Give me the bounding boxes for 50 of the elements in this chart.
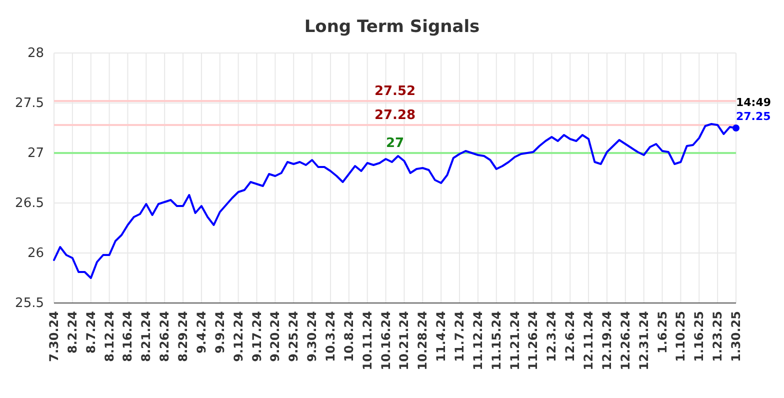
x-tick-label: 12.6.24 bbox=[563, 311, 578, 362]
x-tick-label: 11.15.24 bbox=[489, 311, 504, 370]
x-tick-label: 9.25.24 bbox=[286, 311, 301, 362]
ref-line-label: 27.28 bbox=[374, 108, 416, 123]
x-tick-label: 12.3.24 bbox=[544, 311, 559, 362]
chart-title: Long Term Signals bbox=[304, 17, 480, 37]
y-tick-label: 25.5 bbox=[15, 296, 44, 311]
x-tick-label: 1.10.25 bbox=[674, 311, 688, 362]
x-tick-label: 1.16.25 bbox=[692, 311, 706, 362]
x-tick-label: 8.29.24 bbox=[176, 311, 190, 362]
x-tick-label: 12.19.24 bbox=[600, 311, 614, 370]
x-tick-label: 12.26.24 bbox=[618, 311, 632, 370]
ref-line-label: 27.52 bbox=[374, 84, 416, 99]
x-tick-label: 9.9.24 bbox=[212, 311, 227, 354]
y-tick-label: 27.5 bbox=[15, 96, 44, 111]
x-tick-label: 8.21.24 bbox=[139, 311, 154, 362]
y-tick-label: 26 bbox=[27, 246, 44, 261]
x-tick-label: 9.12.24 bbox=[231, 311, 246, 362]
x-tick-label: 12.31.24 bbox=[636, 311, 651, 370]
ref-line-label: 27 bbox=[386, 136, 404, 151]
x-tick-label: 11.21.24 bbox=[508, 311, 522, 370]
x-tick-label: 7.30.24 bbox=[47, 311, 61, 362]
x-tick-label: 1.23.25 bbox=[710, 311, 725, 362]
x-tick-label: 8.12.24 bbox=[102, 311, 116, 362]
y-tick-label: 27 bbox=[27, 146, 44, 161]
annotation: 27.25 bbox=[736, 110, 771, 123]
x-tick-label: 12.11.24 bbox=[582, 311, 596, 370]
x-tick-label: 8.16.24 bbox=[120, 311, 135, 362]
x-tick-label: 9.20.24 bbox=[268, 311, 282, 362]
x-tick-label: 8.2.24 bbox=[65, 311, 80, 354]
y-tick-label: 28 bbox=[27, 46, 44, 61]
x-tick-label: 10.11.24 bbox=[360, 311, 374, 370]
x-tick-label: 9.30.24 bbox=[305, 311, 320, 362]
x-tick-label: 11.7.24 bbox=[452, 311, 467, 362]
annotation: 14:49 bbox=[736, 96, 772, 109]
x-tick-label: 10.21.24 bbox=[397, 311, 412, 370]
x-tick-label: 8.26.24 bbox=[158, 311, 172, 362]
x-tick-label: 1.30.25 bbox=[729, 311, 743, 362]
x-tick-label: 11.12.24 bbox=[470, 311, 485, 370]
x-tick-label: 10.28.24 bbox=[416, 311, 430, 370]
x-tick-label: 9.4.24 bbox=[194, 311, 208, 354]
y-tick-label: 26.5 bbox=[15, 196, 44, 211]
x-tick-label: 11.26.24 bbox=[526, 311, 540, 370]
x-tick-label: 9.17.24 bbox=[250, 311, 264, 362]
x-tick-label: 10.8.24 bbox=[342, 311, 356, 362]
x-tick-label: 11.4.24 bbox=[434, 311, 448, 362]
x-tick-label: 8.7.24 bbox=[84, 311, 98, 354]
x-tick-label: 10.16.24 bbox=[378, 311, 393, 370]
x-tick-label: 1.6.25 bbox=[655, 311, 670, 354]
x-tick-label: 10.3.24 bbox=[323, 311, 338, 362]
